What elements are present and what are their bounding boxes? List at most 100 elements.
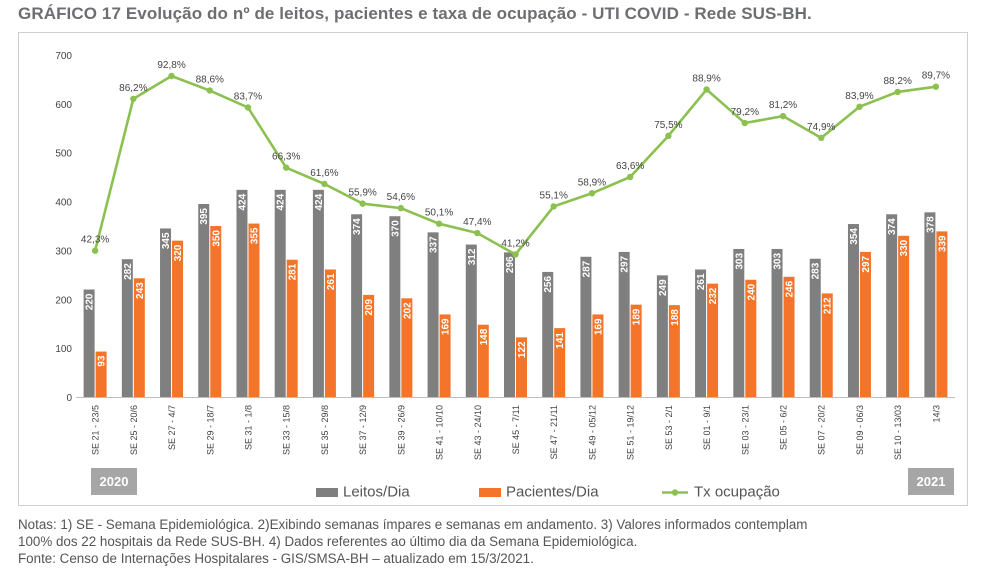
occupancy-point [588, 190, 596, 197]
x-tick-label: SE 41 - 10/10 [435, 405, 445, 460]
x-tick-label: SE 01 - 9/1 [702, 405, 712, 450]
bar-leitos [274, 189, 286, 397]
label-leitos: 424 [314, 193, 325, 210]
bar-pacientes [783, 276, 795, 397]
x-tick-label: SE 43 - 24/10 [473, 405, 483, 460]
x-tick-label: SE 10 - 13/03 [893, 405, 903, 460]
bar-leitos [656, 275, 668, 397]
x-tick-label: SE 49 - 05/12 [587, 405, 597, 460]
label-pacientes: 281 [288, 263, 299, 280]
label-pacientes: 122 [517, 341, 528, 358]
occupancy-label: 74,9% [807, 122, 835, 133]
y-tick-label: 700 [55, 51, 72, 62]
occupancy-label: 66,3% [272, 152, 300, 163]
occupancy-label: 75,5% [654, 120, 682, 131]
x-tick-label: SE 27 - 4/7 [167, 405, 177, 450]
bar-pacientes [95, 351, 107, 397]
x-tick-label: SE 05 - 6/2 [779, 405, 789, 450]
occupancy-label: 50,1% [425, 208, 453, 219]
label-leitos: 424 [276, 193, 287, 210]
chart-title: GRÁFICO 17 Evolução do nº de leitos, pac… [18, 4, 812, 23]
bar-pacientes [401, 298, 413, 397]
bar-leitos [809, 258, 821, 397]
occupancy-label: 83,7% [234, 91, 262, 102]
bar-leitos [312, 189, 324, 397]
label-pacientes: 339 [937, 235, 948, 252]
y-tick-label: 200 [55, 295, 72, 306]
bar-leitos [542, 271, 554, 397]
label-pacientes: 188 [670, 309, 681, 326]
label-leitos: 287 [581, 260, 592, 277]
label-pacientes: 169 [441, 318, 452, 335]
x-tick-label: SE 29 - 18/7 [205, 405, 215, 455]
occupancy-point [626, 173, 634, 181]
label-leitos: 256 [543, 275, 554, 292]
bar-leitos [771, 248, 783, 397]
occupancy-point [435, 220, 443, 227]
label-leitos: 370 [390, 220, 401, 237]
bar-pacientes [745, 279, 757, 397]
bar-pacientes [439, 314, 451, 397]
occupancy-point [206, 87, 213, 94]
label-pacientes: 240 [746, 283, 757, 300]
label-pacientes: 297 [861, 255, 872, 272]
occupancy-label: 47,4% [463, 217, 491, 228]
occupancy-label: 83,9% [845, 91, 873, 102]
notes: Notas: 1) SE - Semana Epidemiológica. 2)… [18, 516, 968, 567]
occupancy-label: 61,6% [310, 168, 338, 179]
occupancy-point [932, 83, 940, 90]
label-leitos: 283 [811, 262, 822, 279]
label-pacientes: 355 [249, 227, 260, 244]
occupancy-point [741, 119, 749, 127]
occupancy-point [282, 164, 290, 171]
note-line-2: 100% dos 22 hospitais da Rede SUS-BH. 4)… [18, 534, 638, 549]
label-pacientes: 330 [899, 239, 910, 256]
bar-leitos [886, 214, 898, 397]
note-line-1: Notas: 1) SE - Semana Epidemiológica. 2)… [18, 517, 808, 532]
bar-pacientes [821, 293, 833, 397]
x-tick-label: SE 37 - 12/9 [358, 405, 368, 455]
label-pacientes: 350 [211, 230, 222, 247]
bar-pacientes [477, 324, 489, 397]
label-pacientes: 141 [555, 332, 566, 349]
label-leitos: 374 [352, 218, 363, 235]
occupancy-point [550, 203, 557, 210]
occupancy-label: 88,9% [692, 73, 720, 84]
x-tick-label: SE 51 - 19/12 [626, 405, 636, 460]
bar-pacientes [133, 278, 145, 397]
y-tick-label: 300 [55, 246, 72, 257]
bar-leitos [465, 244, 477, 397]
label-leitos: 220 [85, 293, 96, 310]
occupancy-label: 55,1% [540, 190, 568, 201]
x-tick-label: SE 39 - 26/9 [396, 405, 406, 455]
x-tick-label: SE 21 - 23/5 [91, 405, 101, 455]
label-leitos: 261 [696, 273, 707, 290]
occupancy-point [779, 112, 787, 120]
y-tick-label: 100 [55, 344, 72, 355]
bar-pacientes [210, 226, 222, 397]
occupancy-label: 42,3% [81, 235, 109, 246]
occupancy-label: 54,6% [387, 192, 415, 203]
bar-leitos [236, 189, 248, 397]
label-pacientes: 189 [632, 308, 643, 325]
label-pacientes: 93 [97, 355, 108, 367]
occupancy-point [244, 104, 252, 111]
x-tick-label: SE 35 - 29/8 [320, 405, 330, 455]
x-tick-label: SE 33 - 15/8 [282, 405, 292, 455]
label-leitos: 395 [199, 208, 210, 225]
bar-leitos [121, 259, 133, 397]
label-leitos: 378 [925, 216, 936, 233]
bar-pacientes [248, 223, 260, 397]
bar-leitos [427, 232, 439, 397]
year-badge-end: 2021 [908, 468, 954, 495]
bar-leitos [351, 214, 363, 397]
bar-pacientes [707, 283, 719, 397]
x-tick-label: SE 31 - 1/8 [243, 405, 253, 450]
occupancy-label: 41,2% [501, 238, 529, 249]
label-leitos: 303 [773, 253, 784, 270]
occupancy-label: 89,7% [922, 71, 950, 82]
label-pacientes: 246 [785, 280, 796, 297]
label-leitos: 249 [658, 279, 669, 296]
label-pacientes: 212 [823, 297, 834, 314]
